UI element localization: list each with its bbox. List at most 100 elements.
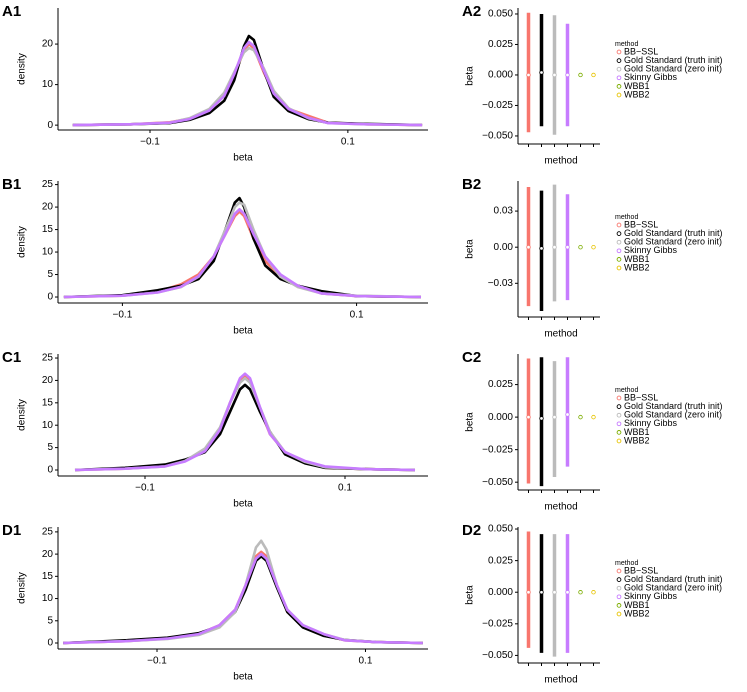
x-axis-title: method	[544, 329, 577, 340]
legend-label: WBB2	[624, 89, 650, 99]
y-tick-label: −0.025	[482, 618, 513, 629]
legend-label: BB−SSL	[624, 46, 658, 56]
legend-label: WBB2	[624, 435, 650, 445]
y-axis-title: density	[17, 226, 28, 258]
x-axis-title: beta	[233, 672, 253, 683]
legend-symbol	[616, 603, 622, 608]
legend-symbol	[616, 265, 622, 271]
legend-symbol	[616, 66, 622, 72]
legend-label: BB−SSL	[624, 392, 658, 402]
panel-label: C2	[462, 349, 481, 366]
legend-title: method	[615, 41, 638, 48]
legend-symbol	[616, 58, 622, 63]
point	[591, 414, 596, 420]
panel-label: D1	[2, 522, 21, 539]
legend-symbol	[616, 84, 622, 89]
y-tick-label: −0.03	[488, 278, 514, 289]
y-tick-label: 0.050	[488, 9, 513, 20]
y-tick-label: 0.00	[494, 242, 514, 253]
y-tick-label: −0.050	[482, 477, 513, 488]
y-tick-label: 0	[47, 638, 53, 649]
legend-symbol	[616, 75, 622, 81]
y-tick-label: 20	[42, 39, 54, 50]
y-tick-label: 5	[47, 442, 53, 453]
point	[565, 244, 570, 250]
panel-label: A1	[2, 3, 21, 20]
y-tick-label: 15	[42, 571, 54, 582]
x-axis-title: beta	[233, 153, 253, 164]
point	[552, 590, 557, 595]
density-line	[74, 374, 416, 472]
density-line	[63, 208, 422, 299]
legend-symbol	[616, 92, 622, 98]
legend-label: Gold Standard (truth init)	[624, 55, 723, 65]
y-tick-label: 15	[42, 397, 54, 408]
y-tick-label: 0.025	[488, 555, 513, 566]
legend-symbol	[616, 257, 622, 262]
y-tick-label: 0.03	[494, 206, 514, 217]
density-line	[74, 383, 416, 472]
density-line	[63, 555, 423, 645]
point	[591, 590, 596, 595]
point	[552, 414, 557, 420]
point	[552, 72, 557, 78]
legend-symbol	[616, 222, 622, 228]
panel-label: D2	[462, 522, 481, 539]
legend-label: WBB2	[624, 262, 650, 272]
legend-title: method	[615, 214, 638, 221]
point	[591, 72, 596, 78]
density-line	[63, 210, 422, 299]
legend-label: Gold Standard (truth init)	[624, 574, 723, 584]
point	[578, 72, 583, 78]
point	[539, 590, 544, 595]
x-tick-label: 0.1	[338, 483, 352, 494]
point	[565, 590, 570, 595]
legend-symbol	[616, 231, 622, 236]
y-tick-label: 25	[42, 179, 54, 190]
point	[578, 590, 583, 595]
density-line	[72, 42, 423, 127]
point	[526, 414, 531, 420]
y-tick-label: 20	[42, 375, 54, 386]
x-axis-title: method	[544, 156, 577, 167]
y-tick-label: −0.050	[482, 131, 513, 142]
y-tick-label: −0.025	[482, 100, 513, 111]
x-tick-label: −0.1	[147, 656, 167, 667]
x-tick-label: −0.1	[140, 137, 160, 148]
density-line	[72, 46, 423, 127]
y-tick-label: 5	[47, 615, 53, 626]
x-tick-label: −0.1	[135, 483, 155, 494]
legend-symbol	[616, 585, 622, 591]
legend-title: method	[615, 560, 638, 567]
legend-label: Skinny Gibbs	[624, 418, 678, 428]
x-axis-title: method	[544, 675, 577, 686]
point	[565, 412, 570, 417]
y-tick-label: 0.025	[488, 379, 513, 390]
point	[565, 72, 570, 78]
legend-symbol	[616, 438, 622, 444]
y-tick-label: 25	[42, 353, 54, 364]
y-axis-title: density	[17, 572, 28, 604]
legend-symbol	[616, 49, 622, 55]
point	[526, 590, 531, 595]
x-tick-label: 0.1	[341, 137, 355, 148]
y-tick-label: 20	[42, 202, 54, 213]
y-tick-label: 15	[42, 224, 54, 235]
y-axis-title: beta	[465, 239, 476, 259]
density-line	[74, 376, 416, 472]
panel-label: C1	[2, 349, 21, 366]
legend-label: Skinny Gibbs	[624, 72, 678, 82]
legend-label: Gold Standard (zero init)	[624, 583, 722, 593]
y-tick-label: 0	[47, 292, 53, 303]
panel-label: B2	[462, 176, 481, 193]
y-axis-title: beta	[465, 412, 476, 432]
y-tick-label: 0	[47, 120, 53, 131]
legend-label: Skinny Gibbs	[624, 591, 678, 601]
y-tick-label: 0.000	[488, 587, 513, 598]
y-tick-label: 10	[42, 420, 54, 431]
legend-symbol	[616, 577, 622, 582]
y-tick-label: −0.025	[482, 444, 513, 455]
legend-label: BB−SSL	[624, 219, 658, 229]
legend-symbol	[616, 421, 622, 427]
